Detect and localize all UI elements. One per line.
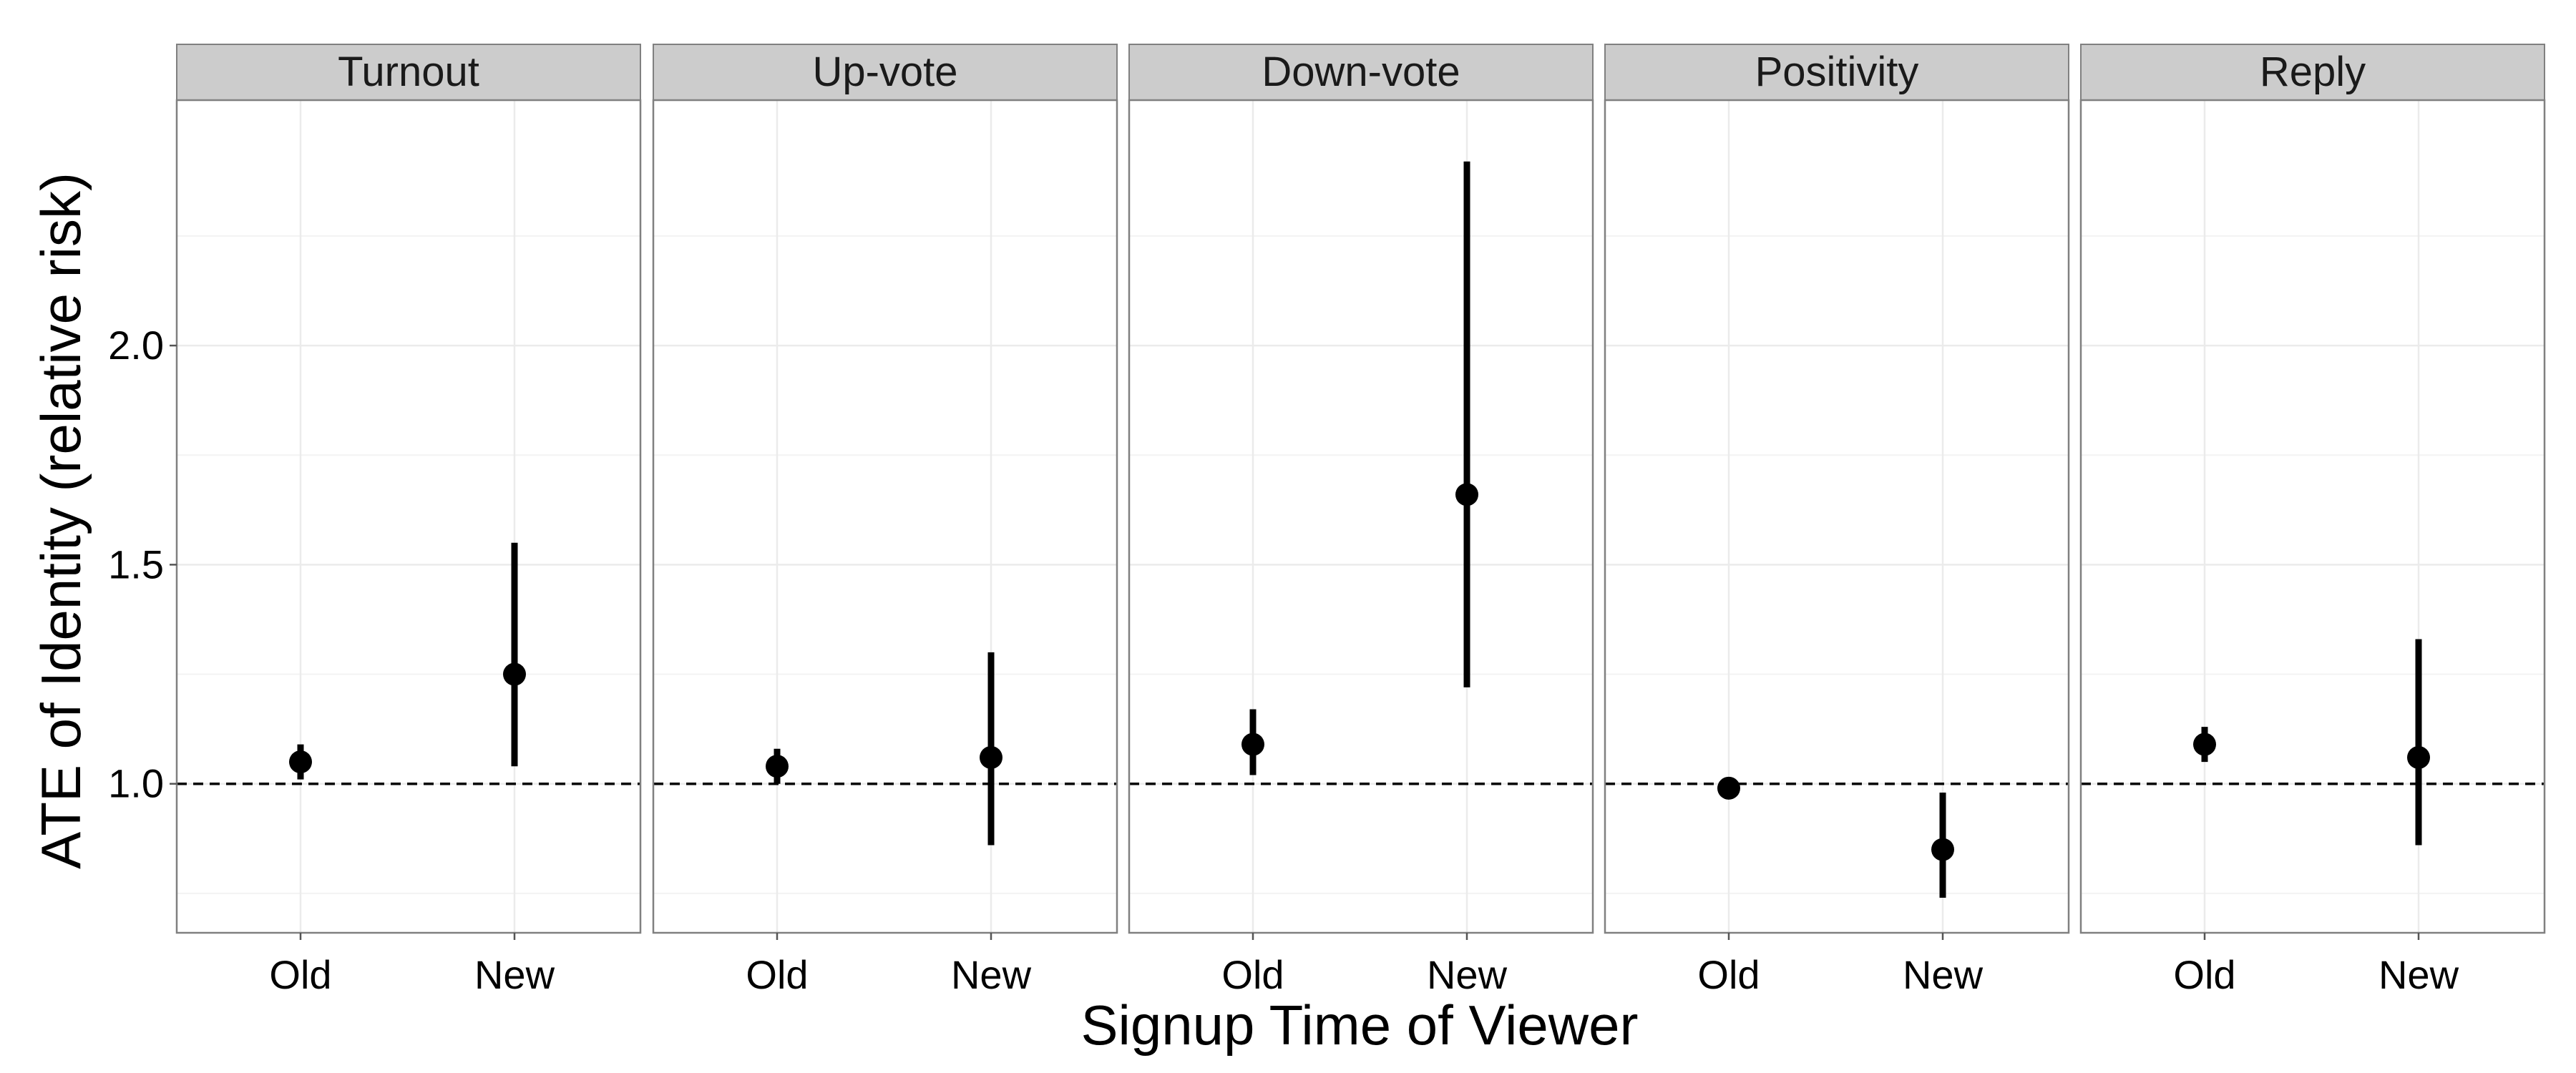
data-point-new [1455,483,1478,506]
facet-panel-1: Turnout Old New [175,44,642,997]
data-point-new [980,745,1002,769]
panel-background [2081,100,2545,933]
x-tick-label: Old [1221,952,1284,997]
data-point-new [503,662,526,686]
panel-background [1129,100,1593,933]
y-tick-label: 1.0 [108,761,164,806]
x-tick-label: New [1427,952,1508,997]
x-tick-label: New [474,952,555,997]
panel-border [652,99,1118,934]
strip-label: Down-vote [1262,49,1460,95]
y-tick-label: 2.0 [108,323,164,368]
panel-border [2079,99,2546,934]
strip-background [176,44,641,101]
panels-layer: Turnout Old New Up-vote Old New Down-vote Old Ne… [175,44,2546,997]
strip-background [653,44,1118,101]
y-axis: 1.0 1.5 2.0 [108,323,177,806]
strip-label: Positivity [1755,49,1919,95]
x-axis-title: Signup Time of Viewer [1081,994,1639,1057]
facet-panel-5: Reply Old New [2079,44,2546,997]
data-point-new [2407,745,2430,769]
x-tick-label: New [1903,952,1984,997]
x-tick-label: New [951,952,1032,997]
x-tick-label: Old [2173,952,2235,997]
strip-label: Reply [2260,49,2366,95]
y-tick-label: 1.5 [108,542,164,587]
x-tick-label: New [2379,952,2459,997]
strip-background [2080,44,2545,101]
panel-background [177,100,640,933]
y-axis-title: ATE of Identity (relative risk) [29,172,92,869]
data-point-old [766,755,789,778]
strip-label: Turnout [338,49,479,95]
data-point-old [2193,733,2216,756]
data-point-old [1717,776,1740,800]
x-tick-label: Old [269,952,331,997]
data-point-old [289,750,312,774]
x-tick-label: Old [746,952,808,997]
x-tick-label: Old [1697,952,1760,997]
panel-background [1605,100,2069,933]
panel-border [1604,99,2070,934]
data-point-new [1931,838,1954,861]
panel-border [1128,99,1594,934]
strip-background [1604,44,2069,101]
panel-background [653,100,1117,933]
facet-panel-4: Positivity Old New [1604,44,2070,997]
facet-panel-3: Down-vote Old New [1128,44,1594,997]
data-point-old [1241,733,1264,756]
panel-border [175,99,642,934]
strip-label: Up-vote [812,49,957,95]
facet-panel-2: Up-vote Old New [652,44,1118,997]
